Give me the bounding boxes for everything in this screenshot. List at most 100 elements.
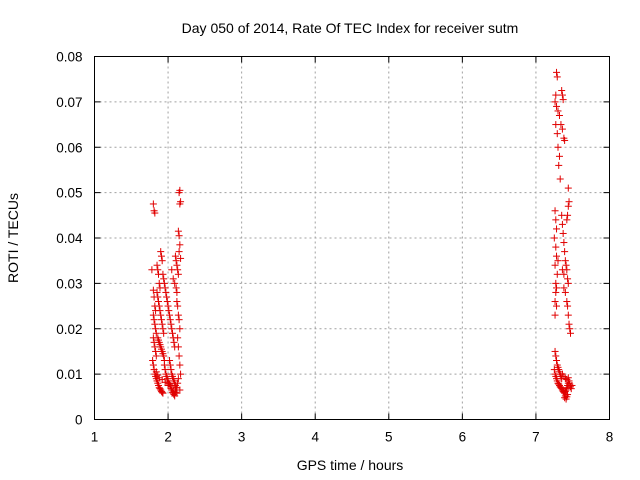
data-point — [553, 130, 561, 138]
data-point — [564, 275, 572, 283]
data-point — [551, 347, 559, 355]
data-point — [551, 261, 559, 269]
data-point — [171, 252, 179, 260]
data-point — [154, 293, 162, 301]
data-point — [160, 329, 168, 337]
x-axis-title: GPS time / hours — [297, 457, 404, 473]
data-point — [552, 279, 560, 287]
data-point — [153, 288, 161, 296]
data-point — [168, 266, 176, 274]
data-point — [157, 316, 165, 324]
data-point — [160, 279, 168, 287]
data-point — [148, 266, 156, 274]
data-point — [553, 284, 561, 292]
data-point — [566, 325, 574, 333]
data-point — [155, 298, 163, 306]
data-point — [176, 386, 184, 394]
data-point — [175, 232, 183, 240]
data-point — [551, 311, 559, 319]
data-point — [561, 257, 569, 265]
data-point — [155, 374, 163, 382]
data-point — [553, 225, 561, 233]
data-point — [174, 266, 182, 274]
data-point — [560, 270, 568, 278]
data-point — [168, 329, 176, 337]
data-point — [151, 320, 159, 328]
plot-frame — [94, 56, 610, 420]
data-point — [175, 189, 183, 197]
data-point — [557, 121, 565, 129]
x-tick-label: 8 — [606, 430, 614, 445]
data-point — [558, 211, 566, 219]
data-point — [161, 378, 169, 386]
data-point — [173, 288, 181, 296]
data-point — [550, 234, 558, 242]
data-point — [173, 298, 181, 306]
data-point — [567, 329, 575, 337]
data-point — [166, 316, 174, 324]
data-point — [564, 211, 572, 219]
data-point — [152, 347, 160, 355]
data-point — [559, 229, 567, 237]
y-tick-label: 0.04 — [56, 231, 83, 246]
data-point — [157, 252, 165, 260]
data-point — [154, 266, 162, 274]
data-point — [173, 261, 181, 269]
data-point — [176, 200, 184, 208]
y-axis-title: ROTI / TECUs — [5, 193, 21, 283]
data-point — [175, 352, 183, 360]
data-point — [171, 279, 179, 287]
data-point — [552, 288, 560, 296]
data-point — [558, 266, 566, 274]
data-point — [561, 288, 569, 296]
data-point — [552, 352, 560, 360]
data-point — [177, 370, 185, 378]
data-point — [159, 270, 167, 278]
data-point — [152, 329, 160, 337]
data-point — [174, 227, 182, 235]
data-point — [166, 311, 174, 319]
data-point — [157, 248, 165, 256]
data-point — [561, 392, 569, 400]
data-point — [552, 216, 560, 224]
data-point — [564, 302, 572, 310]
data-point — [174, 311, 182, 319]
data-point — [172, 257, 180, 265]
data-point — [157, 311, 165, 319]
chart-title: Day 050 of 2014, Rate Of TEC Index for r… — [182, 20, 519, 36]
y-tick-label: 0.02 — [56, 322, 82, 337]
x-tick-label: 7 — [532, 430, 540, 445]
data-point — [170, 387, 178, 395]
data-point — [559, 96, 567, 104]
data-point — [158, 257, 166, 265]
data-point — [555, 111, 563, 119]
data-point — [551, 207, 559, 215]
y-tick-label: 0.03 — [56, 276, 82, 291]
data-point — [150, 316, 158, 324]
data-point — [564, 279, 572, 287]
data-point — [556, 175, 564, 183]
data-point — [558, 220, 566, 228]
data-point — [149, 286, 157, 294]
data-point — [555, 161, 563, 169]
data-point — [553, 357, 561, 365]
data-point — [567, 385, 575, 393]
data-point — [553, 252, 561, 260]
data-point — [173, 389, 181, 397]
data-point — [166, 357, 174, 365]
data-point — [174, 375, 182, 383]
data-point — [563, 298, 571, 306]
data-point — [553, 270, 561, 278]
data-point — [561, 394, 569, 402]
data-point — [175, 316, 183, 324]
data-point — [176, 241, 184, 249]
data-point — [551, 298, 559, 306]
data-point — [563, 376, 571, 384]
data-point — [550, 366, 558, 374]
data-point — [552, 243, 560, 251]
data-point — [155, 302, 163, 310]
data-point — [151, 209, 159, 217]
y-tick-labels: 0 0.01 0.02 0.03 0.04 0.05 0.06 0.07 0.08 — [56, 50, 83, 428]
data-point — [564, 374, 572, 382]
